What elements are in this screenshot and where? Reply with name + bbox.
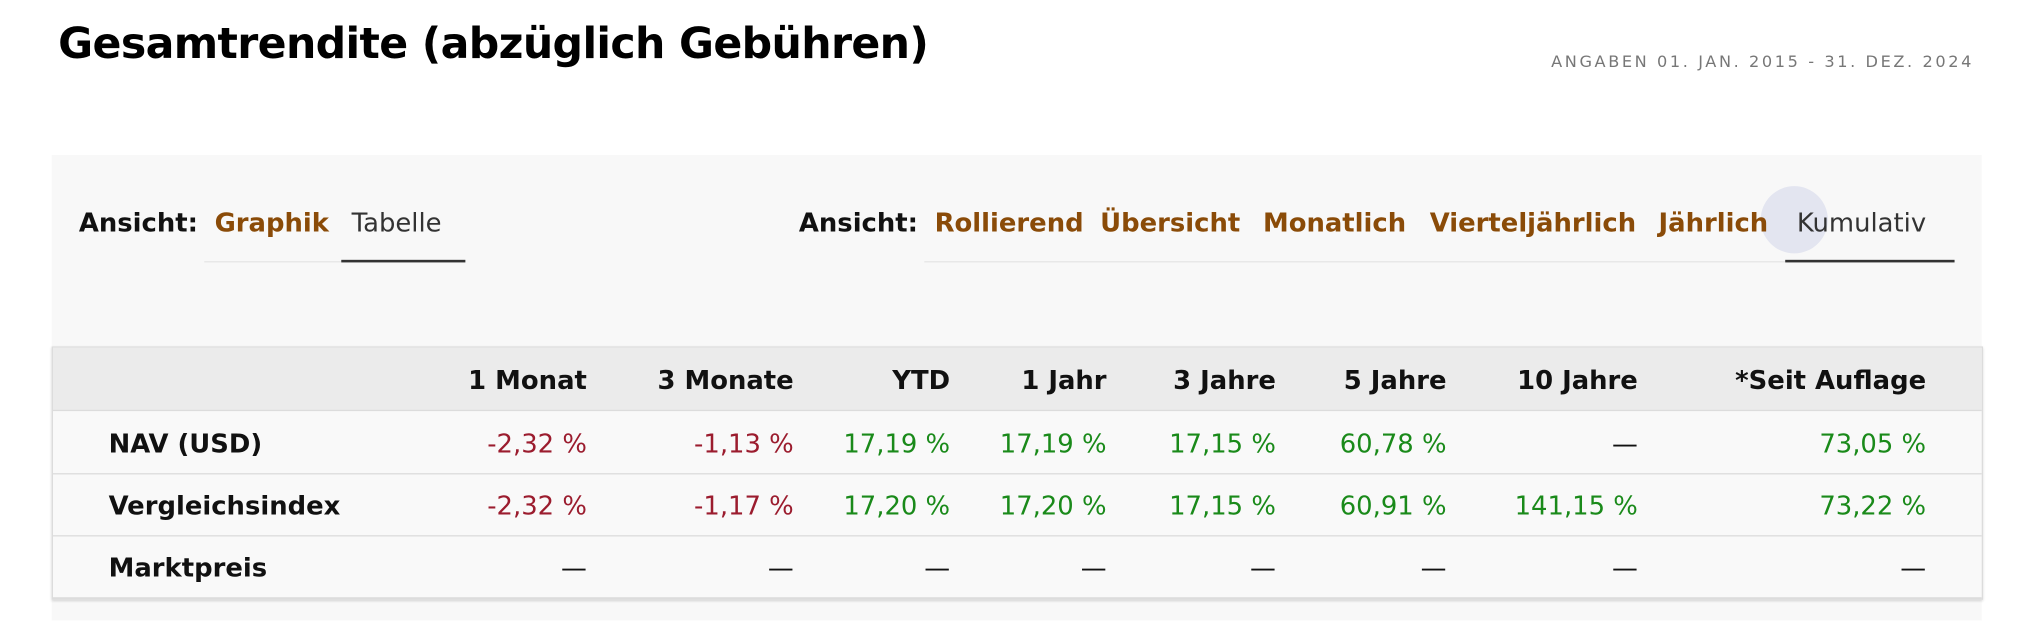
table-row: Marktpreis — — — — — — — — bbox=[53, 535, 1982, 599]
active-underline bbox=[341, 259, 466, 263]
value-cell: — bbox=[1420, 551, 1447, 584]
value-cell: -2,32 % bbox=[487, 489, 587, 521]
value-cell: 73,22 % bbox=[1819, 489, 1927, 521]
value-cell: 141,15 % bbox=[1514, 489, 1638, 521]
value-cell: 17,20 % bbox=[999, 489, 1107, 521]
tab-rule bbox=[924, 261, 1955, 263]
row-label: Vergleichsindex bbox=[108, 489, 341, 521]
title: Gesamtrendite (abzüglich Gebühren) bbox=[58, 18, 929, 69]
value-cell: -1,17 % bbox=[694, 489, 794, 521]
value-cell: 73,05 % bbox=[1819, 427, 1927, 459]
column-header: *Seit Auflage bbox=[1735, 364, 1927, 396]
value-cell: -2,32 % bbox=[487, 427, 587, 459]
column-header: 10 Jahre bbox=[1517, 364, 1638, 396]
row-label: Marktpreis bbox=[108, 551, 268, 584]
view-tab[interactable]: Jährlich bbox=[1658, 206, 1769, 238]
value-cell: — bbox=[1611, 551, 1638, 584]
value-cell: — bbox=[767, 551, 794, 584]
value-cell: — bbox=[924, 551, 951, 584]
value-cell: — bbox=[1900, 551, 1927, 584]
view-tab[interactable]: Rollierend bbox=[934, 206, 1084, 238]
value-cell: — bbox=[561, 551, 587, 584]
date-range: ANGABEN 01. JAN. 2015 - 31. DEZ. 2024 bbox=[1551, 51, 1974, 72]
view-tab[interactable]: Übersicht bbox=[1100, 206, 1241, 238]
value-cell: — bbox=[1611, 427, 1638, 459]
returns-table: 1 Monat 3 Monate YTD 1 Jahr 3 Jahre 5 Jahre 10… bbox=[51, 346, 1984, 600]
view-tab[interactable]: Monatlich bbox=[1262, 206, 1407, 238]
value-cell: -1,13 % bbox=[694, 427, 794, 459]
column-header: 1 Jahr bbox=[1021, 364, 1107, 396]
view-label: Ansicht: bbox=[798, 206, 918, 238]
view-tab[interactable]: Kumulativ bbox=[1796, 206, 1927, 238]
view-label: Ansicht: bbox=[78, 206, 198, 238]
value-cell: 60,78 % bbox=[1339, 427, 1447, 459]
value-cell: — bbox=[1080, 551, 1107, 584]
value-cell: 17,19 % bbox=[999, 427, 1107, 459]
table-row: NAV (USD) -2,32 % -1,13 % 17,19 % 17,19 % 17,… bbox=[53, 411, 1982, 475]
column-header: 3 Jahre bbox=[1173, 364, 1276, 396]
value-cell: 60,91 % bbox=[1339, 489, 1447, 521]
column-header: 3 Monate bbox=[657, 364, 794, 396]
view-tab[interactable]: Graphik bbox=[214, 206, 329, 238]
row-label: NAV (USD) bbox=[108, 427, 263, 459]
hover-circle bbox=[1760, 186, 1828, 254]
tab-rule bbox=[204, 261, 466, 263]
view-tab[interactable]: Tabelle bbox=[351, 206, 442, 238]
table-header: 1 Monat 3 Monate YTD 1 Jahr 3 Jahre 5 Jahre 10… bbox=[53, 347, 1982, 412]
value-cell: 17,20 % bbox=[843, 489, 951, 521]
view-tab[interactable]: Vierteljährlich bbox=[1429, 206, 1637, 238]
column-header: YTD bbox=[892, 364, 951, 396]
table-row: Vergleichsindex -2,32 % -1,17 % 17,20 % 17,2… bbox=[53, 473, 1982, 537]
value-cell: — bbox=[1250, 551, 1276, 584]
value-cell: 17,19 % bbox=[843, 427, 951, 459]
active-underline bbox=[1785, 259, 1955, 263]
value-cell: 17,15 % bbox=[1169, 489, 1276, 521]
value-cell: 17,15 % bbox=[1169, 427, 1276, 459]
column-header: 1 Monat bbox=[468, 364, 587, 396]
column-header: 5 Jahre bbox=[1343, 364, 1447, 396]
